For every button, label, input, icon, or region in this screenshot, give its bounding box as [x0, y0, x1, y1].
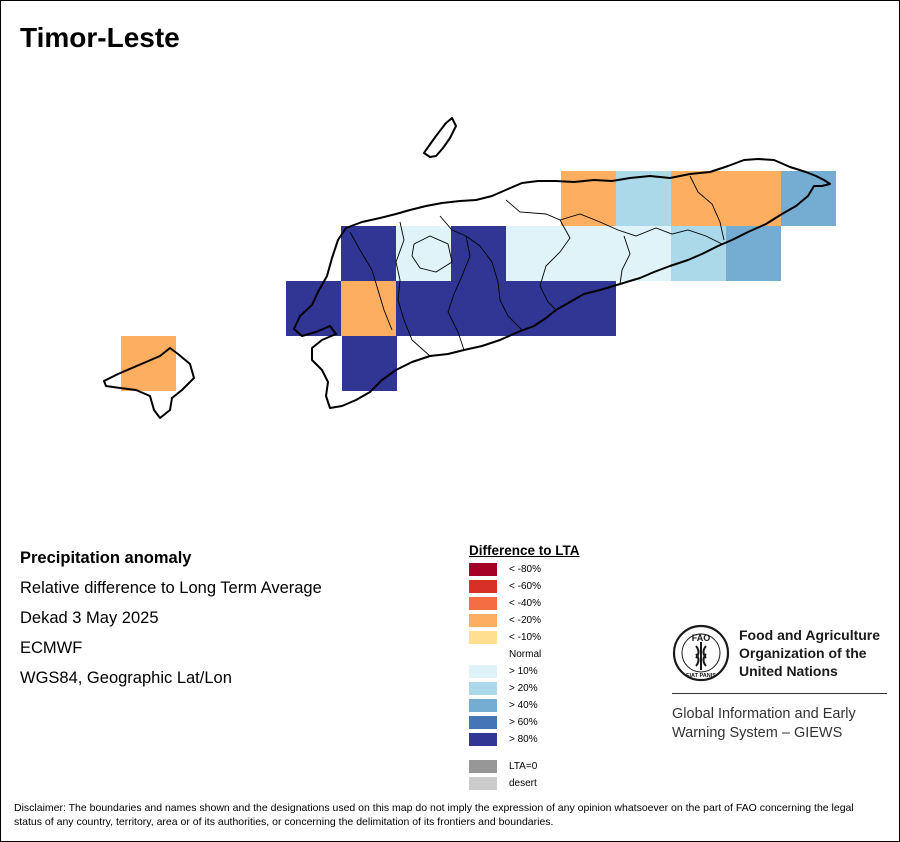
oecusse-outline [103, 347, 195, 419]
legend-swatch [469, 613, 497, 627]
info-source: ECMWF [20, 639, 83, 657]
legend-label: < -60% [509, 580, 541, 592]
legend-swatch [469, 698, 497, 712]
legend-item: > 40% [469, 698, 538, 712]
grid-cell [341, 226, 396, 281]
district-boundary [505, 199, 571, 311]
fao-name-line: Organization of the [739, 645, 867, 661]
district-boundary [447, 235, 471, 351]
legend-item: < -10% [469, 630, 541, 644]
legend-swatch [469, 630, 497, 644]
legend-swatch [469, 562, 497, 576]
legend-swatch [469, 596, 497, 610]
legend-item: > 80% [469, 732, 538, 746]
grid-cell [561, 226, 616, 281]
legend-swatch [469, 664, 497, 678]
info-description: Relative difference to Long Term Average [20, 579, 322, 597]
fao-logo-icon: FAO FIAT PANIS [672, 624, 730, 682]
district-boundary [559, 213, 723, 245]
fao-name-line: Food and Agriculture [739, 627, 881, 643]
country-outline [103, 117, 831, 419]
legend-label: > 80% [509, 733, 538, 745]
legend-label: < -80% [509, 563, 541, 575]
info-period: Dekad 3 May 2025 [20, 609, 159, 627]
legend-label: < -10% [509, 631, 541, 643]
fao-name: Food and Agriculture Organization of the… [739, 626, 880, 680]
legend-item: > 20% [469, 681, 538, 695]
grid-cell [396, 281, 451, 336]
map-info: Precipitation anomaly Relative differenc… [20, 549, 322, 699]
legend-item: Normal [469, 647, 541, 661]
legend-label: < -40% [509, 597, 541, 609]
grid-cell [616, 171, 671, 226]
grid-cell [396, 226, 451, 281]
legend-title: Difference to LTA [469, 543, 580, 558]
giews-line: Global Information and Early [672, 706, 856, 722]
legend-label: > 10% [509, 665, 538, 677]
district-boundaries [349, 175, 725, 357]
giews-line: Warning System – GIEWS [672, 725, 843, 741]
anomaly-grid [121, 171, 836, 391]
legend: Difference to LTA < -80% < -60% < -40% < -2… [469, 543, 580, 790]
grid-cell [451, 226, 506, 281]
legend-item: desert [469, 776, 537, 790]
legend-label: < -20% [509, 614, 541, 626]
grid-cell [726, 226, 781, 281]
legend-swatch [469, 776, 497, 790]
grid-cell [671, 226, 726, 281]
district-boundary [439, 215, 523, 331]
grid-cell [121, 336, 176, 391]
district-boundary [395, 221, 431, 357]
giews-name: Global Information and Early Warning Sys… [672, 705, 856, 743]
main-island-outline [293, 158, 831, 409]
legend-label: Normal [509, 648, 542, 660]
grid-cell [506, 281, 561, 336]
info-heading: Precipitation anomaly [20, 549, 192, 567]
district-boundary [619, 235, 631, 285]
legend-label: > 60% [509, 716, 538, 728]
district-boundary [349, 231, 393, 331]
legend-item: LTA=0 [469, 759, 537, 773]
grid-cell [506, 226, 561, 281]
grid-cell [341, 281, 396, 336]
grid-cell [726, 171, 781, 226]
fao-name-line: United Nations [739, 663, 838, 679]
atauro-island-outline [423, 117, 457, 158]
legend-item: < -40% [469, 596, 541, 610]
legend-item: > 10% [469, 664, 538, 678]
fao-divider [672, 693, 887, 694]
legend-label: desert [509, 777, 537, 789]
map-canvas [103, 117, 836, 419]
map-title: Timor-Leste [20, 22, 180, 53]
district-boundary [411, 235, 453, 273]
disclaimer: Disclaimer: The boundaries and names sho… [14, 802, 854, 828]
svg-text:FIAT PANIS: FIAT PANIS [686, 673, 716, 679]
svg-text:FAO: FAO [692, 633, 711, 643]
info-projection: WGS84, Geographic Lat/Lon [20, 669, 232, 687]
grid-cell [561, 281, 616, 336]
legend-label: LTA=0 [509, 760, 538, 772]
district-boundary [689, 175, 725, 241]
legend-swatch [469, 647, 497, 661]
grid-cell [671, 171, 726, 226]
legend-label: > 40% [509, 699, 538, 711]
grid-cell [781, 171, 836, 226]
legend-swatch [469, 732, 497, 746]
legend-swatch [469, 715, 497, 729]
grid-cell [616, 226, 671, 281]
legend-label: > 20% [509, 682, 538, 694]
grid-cell [342, 336, 397, 391]
legend-swatch [469, 681, 497, 695]
grid-cell [451, 281, 506, 336]
legend-item: > 60% [469, 715, 538, 729]
legend-swatch [469, 579, 497, 593]
legend-item: < -20% [469, 613, 541, 627]
legend-item: < -60% [469, 579, 541, 593]
legend-item: < -80% [469, 562, 541, 576]
legend-swatch [469, 759, 497, 773]
